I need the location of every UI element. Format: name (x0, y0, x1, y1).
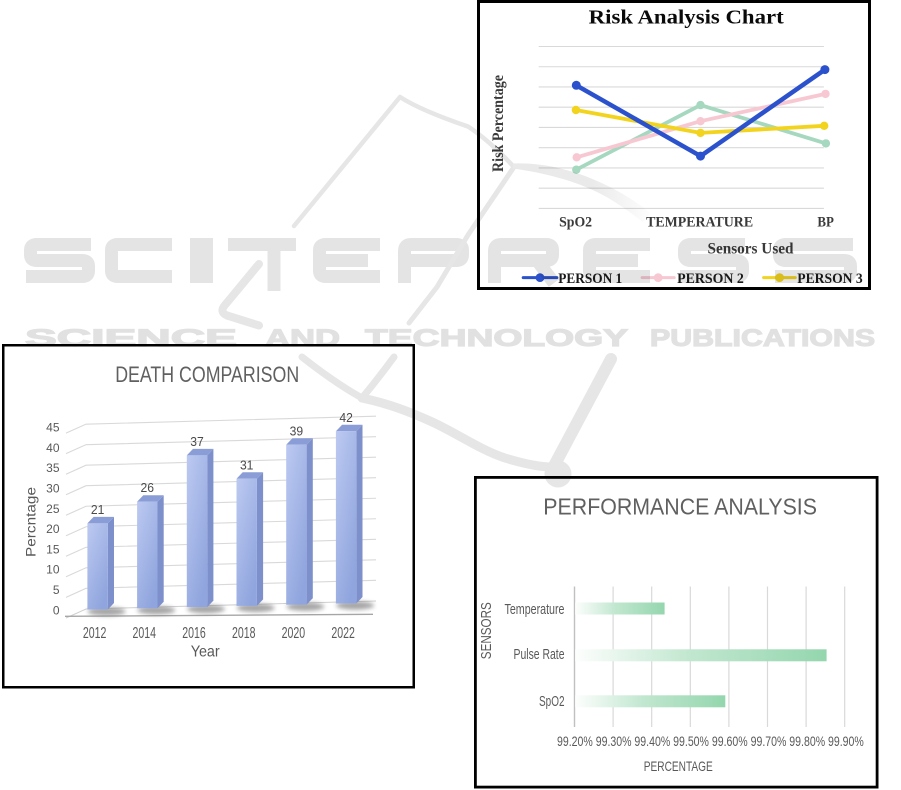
svg-text:30: 30 (46, 482, 60, 496)
svg-text:2012: 2012 (83, 625, 107, 642)
svg-text:0: 0 (53, 603, 60, 617)
svg-text:SCIENCE: SCIENCE (25, 325, 237, 352)
svg-text:Year: Year (191, 643, 221, 660)
svg-text:2014: 2014 (133, 625, 157, 642)
svg-text:2022: 2022 (331, 625, 355, 642)
svg-text:37: 37 (190, 434, 204, 449)
svg-text:39: 39 (290, 423, 304, 438)
svg-text:99.20% 99.30% 99.40% 99.50% 99: 99.20% 99.30% 99.40% 99.50% 99.60% 99.70… (557, 733, 864, 749)
svg-text:TECHNOLOGY: TECHNOLOGY (365, 325, 628, 352)
svg-text:PERFORMANCE ANALYSIS: PERFORMANCE ANALYSIS (543, 493, 817, 519)
svg-text:TEMPERATURE: TEMPERATURE (646, 215, 753, 231)
svg-text:26: 26 (141, 480, 155, 495)
svg-text:2016: 2016 (182, 625, 206, 642)
svg-text:21: 21 (91, 502, 105, 517)
svg-text:Risk Analysis Chart: Risk Analysis Chart (589, 7, 784, 29)
svg-text:5: 5 (53, 583, 60, 597)
svg-text:45: 45 (46, 421, 60, 435)
svg-text:15: 15 (46, 542, 60, 556)
svg-text:20: 20 (46, 522, 60, 536)
svg-text:BP: BP (817, 215, 834, 231)
svg-text:40: 40 (46, 441, 60, 455)
svg-text:AND: AND (265, 325, 340, 352)
svg-text:PUBLICATIONS: PUBLICATIONS (650, 325, 875, 352)
svg-text:Temperature: Temperature (505, 602, 565, 618)
svg-text:2020: 2020 (282, 625, 306, 642)
svg-text:SpO2: SpO2 (559, 215, 592, 231)
svg-text:2018: 2018 (232, 625, 256, 642)
svg-text:35: 35 (46, 461, 60, 475)
svg-text:SpO2: SpO2 (539, 694, 565, 710)
svg-text:31: 31 (240, 457, 254, 472)
svg-text:42: 42 (339, 410, 353, 425)
svg-text:25: 25 (46, 502, 60, 516)
svg-text:Pulse Rate: Pulse Rate (514, 647, 565, 663)
svg-text:Percntage: Percntage (23, 487, 38, 557)
svg-text:PERCENTAGE: PERCENTAGE (644, 758, 713, 774)
svg-text:SENSORS: SENSORS (479, 602, 495, 659)
svg-text:DEATH COMPARISON: DEATH COMPARISON (115, 362, 299, 387)
svg-text:10: 10 (46, 563, 60, 577)
